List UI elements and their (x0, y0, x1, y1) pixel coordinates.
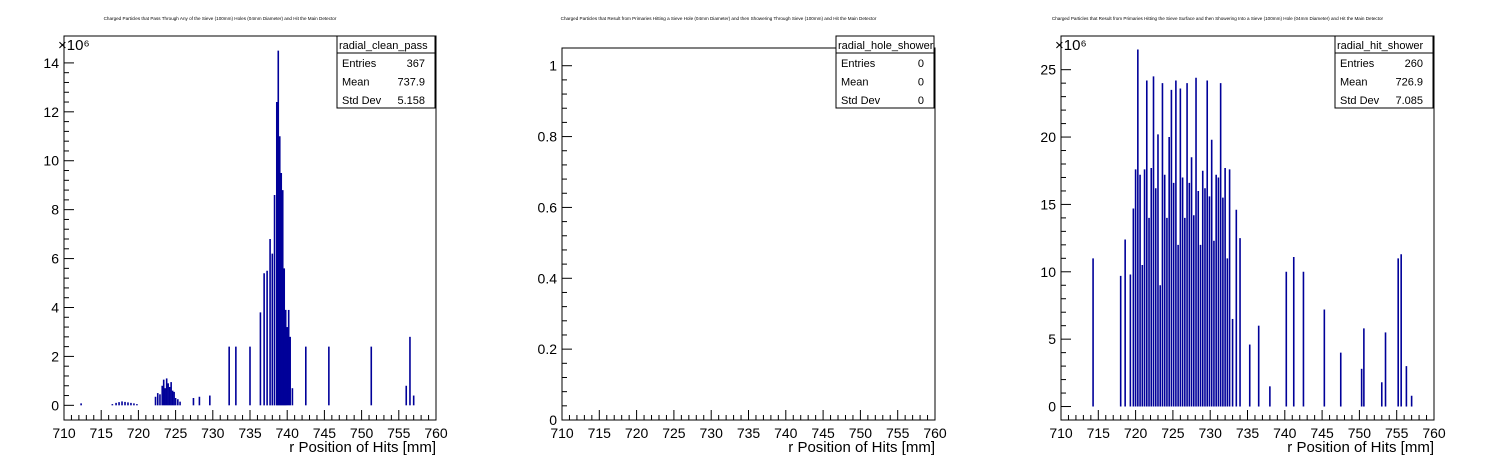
y-tick-label: 14 (43, 55, 59, 71)
stats-box: radial_clean_pass Entries 367 Mean 737.9 Std … (336, 35, 436, 109)
y-exponent-label: ×10⁶ (58, 37, 90, 54)
stats-value: 737.9 (397, 77, 425, 89)
x-tick-label: 755 (886, 425, 910, 441)
y-tick-label: 2 (51, 348, 59, 364)
y-tick-label: 8 (51, 202, 59, 218)
chart-title: Charged Particles that Pass Through Any … (104, 16, 337, 21)
x-axis-label: r Position of Hits [mm] (788, 439, 935, 456)
stats-label: Mean (342, 77, 370, 89)
y-tick-label: 0.4 (538, 270, 558, 286)
chart-panel-2: Charged Particles that Result from Prima… (538, 16, 947, 456)
stats-label: Std Dev (1340, 95, 1380, 107)
x-tick-label: 720 (127, 425, 151, 441)
stats-value: 367 (407, 58, 425, 70)
y-exponent-label: ×10⁶ (1055, 37, 1087, 54)
y-tick-label: 6 (51, 251, 59, 267)
stats-name: radial_clean_pass (339, 40, 428, 52)
stats-value: 0 (918, 77, 924, 89)
x-tick-label: 740 (774, 425, 798, 441)
y-tick-label: 25 (1040, 62, 1056, 78)
x-tick-label: 710 (550, 425, 574, 441)
x-tick-label: 760 (1422, 425, 1446, 441)
stats-label: Std Dev (841, 95, 881, 107)
x-tick-label: 730 (700, 425, 724, 441)
x-tick-label: 740 (276, 425, 300, 441)
y-tick-label: 10 (1040, 264, 1056, 280)
x-tick-label: 715 (588, 425, 612, 441)
y-tick-label: 0 (1048, 399, 1056, 415)
x-tick-label: 745 (313, 425, 337, 441)
chart-title: Charged Particles that Result from Prima… (1052, 16, 1384, 21)
stats-value: 260 (1405, 58, 1423, 70)
x-tick-label: 745 (811, 425, 835, 441)
stats-label: Mean (1340, 77, 1368, 89)
y-tick-label: 1 (549, 58, 557, 74)
x-tick-label: 760 (923, 425, 947, 441)
x-tick-label: 735 (1236, 425, 1260, 441)
y-tick-label: 0 (51, 397, 59, 413)
stats-name: radial_hit_shower (1337, 40, 1424, 52)
y-tick-label: 0.8 (538, 129, 558, 145)
x-tick-label: 730 (1199, 425, 1223, 441)
x-axis-label: r Position of Hits [mm] (1287, 439, 1434, 456)
x-tick-label: 725 (1161, 425, 1185, 441)
chart-title: Charged Particles that Result from Prima… (561, 16, 877, 21)
stats-name: radial_hole_shower (838, 40, 934, 52)
stats-box: radial_hole_shower Entries 0 Mean 0 Std Dev 0 (835, 35, 935, 109)
chart-panel-3: Charged Particles that Result from Prima… (1040, 16, 1445, 456)
x-tick-label: 750 (849, 425, 873, 441)
x-tick-label: 760 (424, 425, 448, 441)
stats-box-frame (1334, 35, 1434, 109)
y-tick-label: 20 (1040, 129, 1056, 145)
stats-label: Entries (1340, 58, 1375, 70)
stats-label: Entries (342, 58, 377, 70)
stats-label: Std Dev (342, 95, 382, 107)
stats-value: 0 (918, 58, 924, 70)
y-tick-label: 5 (1048, 331, 1056, 347)
x-tick-label: 750 (1348, 425, 1372, 441)
y-tick-label: 0.6 (538, 199, 558, 215)
x-tick-label: 740 (1273, 425, 1297, 441)
x-axis-label: r Position of Hits [mm] (289, 439, 436, 456)
stats-value: 726.9 (1395, 77, 1423, 89)
y-tick-label: 0.2 (538, 341, 558, 357)
x-tick-label: 735 (238, 425, 262, 441)
stats-box-frame (336, 35, 436, 109)
x-tick-label: 750 (350, 425, 374, 441)
stats-label: Mean (841, 77, 869, 89)
y-tick-label: 15 (1040, 196, 1056, 212)
x-tick-label: 715 (90, 425, 114, 441)
stats-label: Entries (841, 58, 876, 70)
y-tick-label: 10 (43, 153, 59, 169)
stats-value: 5.158 (397, 95, 425, 107)
x-tick-label: 720 (1124, 425, 1148, 441)
x-tick-label: 710 (1049, 425, 1073, 441)
stats-box: radial_hit_shower Entries 260 Mean 726.9 Std … (1334, 35, 1434, 109)
y-tick-label: 0 (549, 412, 557, 428)
x-tick-label: 755 (387, 425, 411, 441)
x-tick-label: 725 (164, 425, 188, 441)
x-tick-label: 735 (737, 425, 761, 441)
y-tick-label: 12 (43, 104, 59, 120)
x-tick-label: 755 (1385, 425, 1409, 441)
chart-panel-1: Charged Particles that Pass Through Any … (43, 16, 447, 456)
x-tick-label: 715 (1087, 425, 1111, 441)
x-tick-label: 730 (201, 425, 225, 441)
stats-box-frame (835, 35, 935, 109)
x-tick-label: 745 (1310, 425, 1334, 441)
x-tick-label: 725 (662, 425, 686, 441)
stats-value: 0 (918, 95, 924, 107)
y-tick-label: 4 (51, 299, 59, 315)
stats-value: 7.085 (1395, 95, 1423, 107)
x-tick-label: 720 (625, 425, 649, 441)
x-tick-label: 710 (52, 425, 76, 441)
